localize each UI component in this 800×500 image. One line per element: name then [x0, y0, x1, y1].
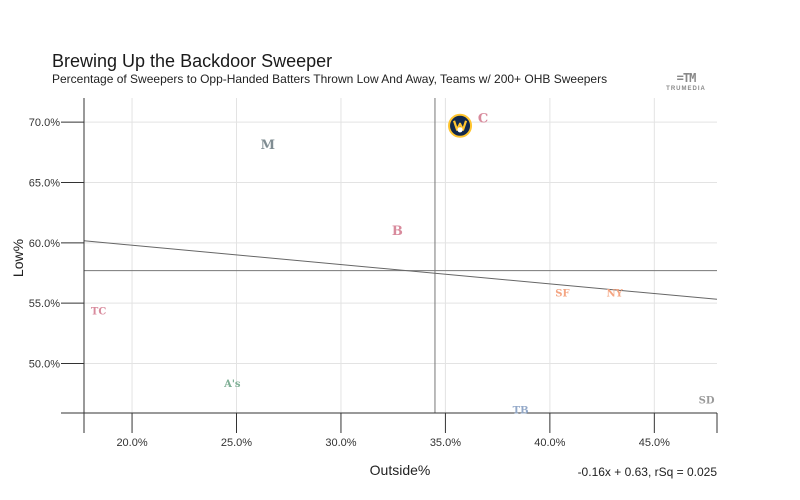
team-logo-glyph: SF	[555, 288, 569, 299]
team-logo-glyph: C	[478, 112, 488, 127]
team-logo-point: M	[261, 138, 275, 153]
x-tick-label: 35.0%	[430, 437, 461, 449]
chart-subtitle: Percentage of Sweepers to Opp-Handed Bat…	[52, 72, 608, 86]
x-tick-label: 20.0%	[116, 437, 147, 449]
team-logo-glyph: SD	[699, 396, 715, 407]
trumedia-logo: =TM TRUMEDIA	[662, 72, 710, 92]
y-tick-label: 70.0%	[29, 117, 60, 129]
trumedia-logo-mark: =TM	[676, 71, 697, 85]
x-tick-label: 40.0%	[534, 437, 565, 449]
y-tick-label: 55.0%	[29, 298, 60, 310]
team-logo-point: A's	[223, 379, 241, 390]
team-logo-glyph: NY	[606, 288, 623, 299]
x-axis-label: Outside%	[369, 462, 431, 478]
team-logo-glyph: M	[261, 138, 275, 153]
brewers-logo-ball	[457, 127, 463, 133]
reference-lines	[84, 98, 717, 413]
y-tick-label: 50.0%	[29, 359, 60, 371]
team-logo-point: SD	[699, 396, 715, 407]
team-logo-glyph: B	[392, 224, 403, 239]
axes: 20.0% 25.0% 30.0% 35.0% 40.0% 45.0% 50.0% 55.0%…	[29, 98, 718, 449]
x-tick-label: 45.0%	[639, 437, 670, 449]
team-logo-point	[448, 113, 473, 138]
trumedia-logo-wordmark: TRUMEDIA	[666, 86, 706, 92]
data-points: C M B SF NY TC A's TB SD	[91, 112, 715, 417]
team-logo-glyph: TB	[513, 405, 529, 416]
x-tick-label: 25.0%	[221, 437, 252, 449]
team-logo-point: TC	[91, 306, 106, 317]
team-logo-point: TB	[513, 405, 529, 416]
brewers-logo-glove	[452, 120, 468, 131]
y-axis-label: Low%	[10, 238, 26, 278]
team-logo-glyph: TC	[91, 306, 106, 317]
trendline-line	[83, 240, 718, 300]
trendline	[83, 240, 718, 300]
gridlines	[84, 98, 717, 413]
team-logo-point: B	[392, 224, 403, 239]
y-tick-label: 65.0%	[29, 177, 60, 189]
team-logo-point: C	[478, 112, 488, 127]
y-tick-label: 60.0%	[29, 238, 60, 250]
x-tick-label: 30.0%	[325, 437, 356, 449]
team-logo-glyph: A's	[223, 379, 241, 390]
chart-title: Brewing Up the Backdoor Sweeper	[52, 51, 333, 71]
team-logo-point: NY	[606, 288, 623, 299]
team-logo-point: SF	[555, 288, 569, 299]
trendline-equation: -0.16x + 0.63, rSq = 0.025	[577, 465, 717, 479]
